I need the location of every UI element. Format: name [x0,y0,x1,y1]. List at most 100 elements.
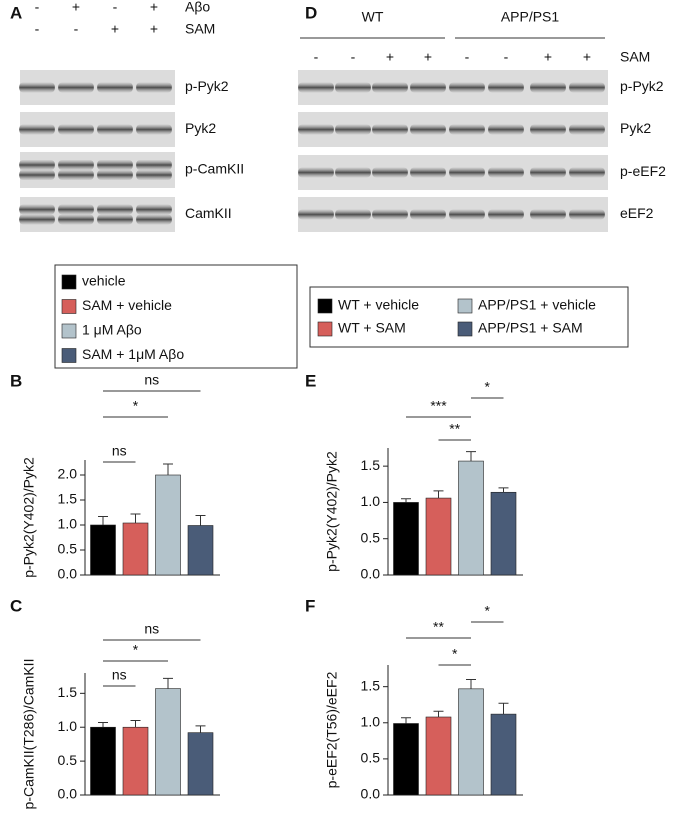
error-bar [163,677,173,689]
error-bar [433,710,444,717]
panel-label: E [305,371,316,390]
panel-label: B [10,371,22,390]
significance-label: ** [433,619,444,635]
y-tick-label: 1.0 [58,516,78,532]
y-tick-label: 0.5 [361,750,381,766]
band [530,82,566,93]
y-tick-label: 1.5 [58,684,78,700]
band [372,167,408,178]
significance-label: * [133,398,139,414]
error-bar [195,725,206,733]
y-tick-label: 1.0 [361,713,381,729]
bar [490,713,517,796]
legend-box [309,286,629,348]
legend-swatch [61,274,77,290]
blot-row-label: Pyk2 [620,120,651,136]
bar [393,502,419,576]
condition-mark: + [386,49,394,65]
legend-label: SAM + 1μM Aβo [82,346,184,362]
significance-label: * [485,603,491,619]
error-bar [498,487,509,493]
error-bar [98,721,108,728]
legend-swatch [61,299,77,314]
y-tick-label: 1.0 [361,493,381,509]
y-axis-label: p-Pyk2(Y402)/Pyk2 [21,457,37,578]
band [298,124,334,135]
y-tick-label: 0.0 [361,786,381,802]
band [449,209,485,220]
error-bar [401,498,411,503]
band [410,82,446,93]
legend-swatch [317,298,333,314]
band [569,82,605,93]
band [530,167,566,178]
bar [490,491,517,576]
panel-label: D [305,3,317,22]
legend-swatch [61,323,77,339]
panel-label: F [305,596,315,615]
condition-mark: - [351,49,356,65]
legend-swatch [457,321,473,337]
band [488,167,524,178]
band [19,170,55,180]
bar [155,688,181,796]
y-tick-label: 0.5 [58,541,78,557]
legend-label: WT + vehicle [338,297,419,313]
y-tick-label: 1.0 [58,718,78,734]
legend-swatch [61,348,77,363]
band [136,214,172,225]
condition-mark: + [583,49,591,65]
band [97,124,133,135]
band [410,167,446,178]
bar [425,716,452,796]
band [335,209,371,220]
y-tick-label: 0.5 [58,752,78,768]
band [19,204,55,215]
significance-label: ns [144,372,159,388]
band [19,124,55,135]
y-tick-label: 2.0 [58,466,78,482]
band [335,124,371,135]
condition-mark: - [35,21,40,37]
band [335,167,371,178]
legend-label: vehicle [82,273,126,289]
band [136,160,172,170]
error-bar [98,516,108,525]
condition-mark: - [35,0,40,15]
legend-label: APP/PS1 + vehicle [478,297,596,313]
band [58,160,94,170]
band [58,204,94,215]
condition-mark: + [111,21,119,37]
bar [393,723,419,796]
error-bar [433,490,444,499]
band [372,82,408,93]
band [136,170,172,180]
legend-label: WT + SAM [338,320,406,336]
blot-row-label: p-Pyk2 [185,78,229,94]
y-axis-label: p-Pyk2(Y402)/Pyk2 [324,451,340,572]
y-tick-label: 0.0 [361,566,381,582]
band [136,204,172,215]
band [569,167,605,178]
bar [187,525,214,576]
band [298,209,334,220]
condition-mark: - [314,49,319,65]
blot-row-label: p-eEF2 [620,163,666,179]
band [488,124,524,135]
condition-mark: + [150,0,158,15]
error-bar [466,451,476,462]
band [298,82,334,93]
significance-label: ns [112,443,127,459]
bar [155,474,181,576]
legend-label: SAM + vehicle [82,297,172,313]
condition-mark: + [150,21,158,37]
error-bar [130,513,141,523]
group-label: APP/PS1 [501,9,560,25]
group-label: WT [362,9,384,25]
band [410,209,446,220]
band [488,82,524,93]
y-tick-label: 1.5 [361,677,381,693]
y-tick-label: 1.5 [361,457,381,473]
bar [458,688,484,796]
y-tick-label: 0.0 [58,786,78,802]
